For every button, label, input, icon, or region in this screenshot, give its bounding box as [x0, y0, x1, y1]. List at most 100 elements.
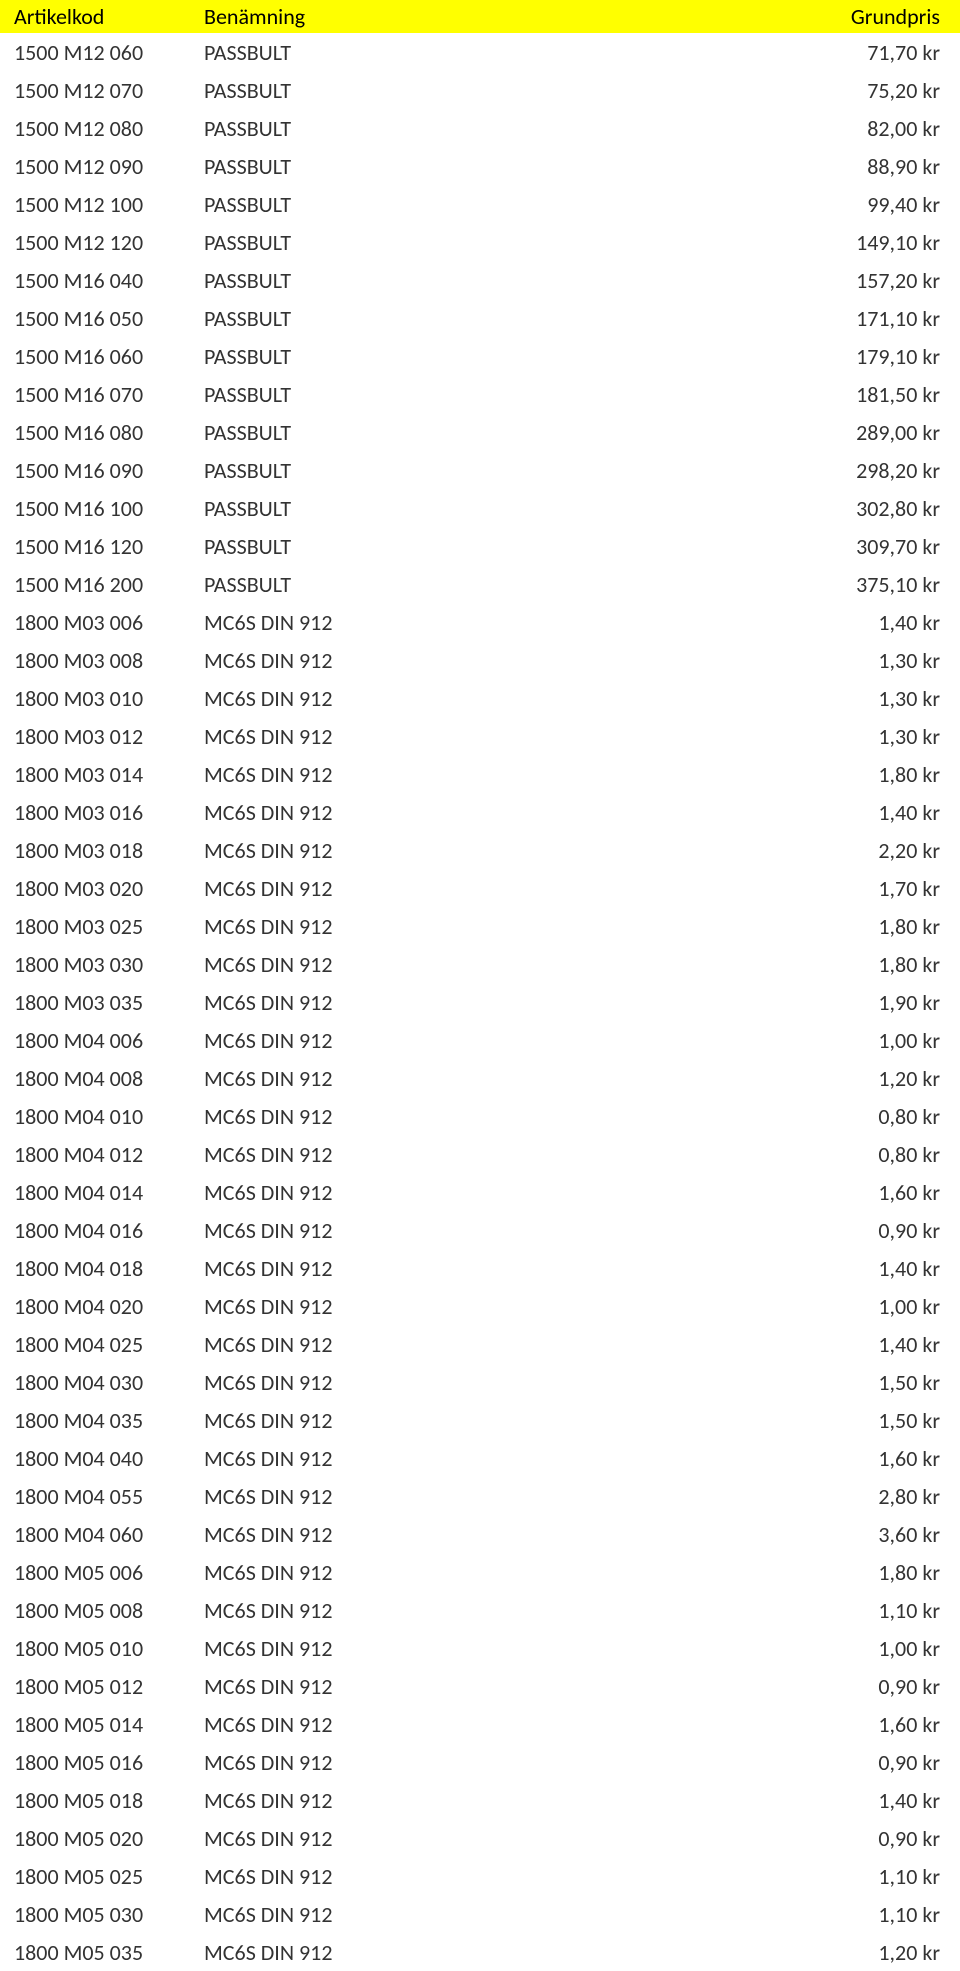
table-row: 1500 M12 080PASSBULT82,00 kr	[0, 109, 960, 147]
cell-price: 157,20 kr	[710, 261, 960, 299]
table-row: 1800 M03 010MC6S DIN 9121,30 kr	[0, 679, 960, 717]
table-row: 1500 M12 070PASSBULT75,20 kr	[0, 71, 960, 109]
table-row: 1800 M05 006MC6S DIN 9121,80 kr	[0, 1553, 960, 1591]
cell-price: 1,40 kr	[710, 603, 960, 641]
table-row: 1800 M03 016MC6S DIN 9121,40 kr	[0, 793, 960, 831]
cell-name: MC6S DIN 912	[190, 1249, 710, 1287]
table-header-row: Artikelkod Benämning Grundpris	[0, 0, 960, 33]
cell-name: PASSBULT	[190, 33, 710, 71]
cell-price: 1,80 kr	[710, 755, 960, 793]
table-row: 1800 M04 055MC6S DIN 9122,80 kr	[0, 1477, 960, 1515]
cell-code: 1500 M16 060	[0, 337, 190, 375]
cell-name: MC6S DIN 912	[190, 1325, 710, 1363]
cell-name: MC6S DIN 912	[190, 793, 710, 831]
cell-name: PASSBULT	[190, 527, 710, 565]
cell-name: MC6S DIN 912	[190, 1211, 710, 1249]
cell-name: PASSBULT	[190, 299, 710, 337]
cell-code: 1800 M05 030	[0, 1895, 190, 1933]
cell-price: 0,80 kr	[710, 1135, 960, 1173]
cell-name: MC6S DIN 912	[190, 641, 710, 679]
cell-price: 88,90 kr	[710, 147, 960, 185]
cell-price: 0,90 kr	[710, 1743, 960, 1781]
cell-code: 1500 M16 050	[0, 299, 190, 337]
col-header-name: Benämning	[190, 0, 710, 33]
cell-code: 1800 M04 055	[0, 1477, 190, 1515]
cell-name: MC6S DIN 912	[190, 1781, 710, 1819]
cell-name: MC6S DIN 912	[190, 717, 710, 755]
table-row: 1800 M04 006MC6S DIN 9121,00 kr	[0, 1021, 960, 1059]
cell-price: 149,10 kr	[710, 223, 960, 261]
cell-price: 1,20 kr	[710, 1933, 960, 1971]
cell-price: 1,50 kr	[710, 1363, 960, 1401]
table-row: 1500 M16 100PASSBULT302,80 kr	[0, 489, 960, 527]
cell-name: MC6S DIN 912	[190, 1477, 710, 1515]
cell-price: 181,50 kr	[710, 375, 960, 413]
cell-code: 1800 M04 008	[0, 1059, 190, 1097]
table-row: 1500 M12 060PASSBULT71,70 kr	[0, 33, 960, 71]
cell-code: 1800 M05 018	[0, 1781, 190, 1819]
cell-name: MC6S DIN 912	[190, 603, 710, 641]
cell-price: 289,00 kr	[710, 413, 960, 451]
cell-name: MC6S DIN 912	[190, 1059, 710, 1097]
cell-price: 375,10 kr	[710, 565, 960, 603]
table-row: 1500 M16 070PASSBULT181,50 kr	[0, 375, 960, 413]
cell-code: 1800 M03 025	[0, 907, 190, 945]
table-row: 1800 M05 014MC6S DIN 9121,60 kr	[0, 1705, 960, 1743]
cell-code: 1800 M04 040	[0, 1439, 190, 1477]
cell-code: 1800 M05 006	[0, 1553, 190, 1591]
cell-code: 1800 M03 018	[0, 831, 190, 869]
table-row: 1800 M05 016MC6S DIN 9120,90 kr	[0, 1743, 960, 1781]
cell-code: 1800 M04 006	[0, 1021, 190, 1059]
cell-price: 1,20 kr	[710, 1059, 960, 1097]
cell-name: MC6S DIN 912	[190, 1439, 710, 1477]
cell-price: 171,10 kr	[710, 299, 960, 337]
cell-price: 1,40 kr	[710, 1781, 960, 1819]
table-row: 1800 M04 016MC6S DIN 9120,90 kr	[0, 1211, 960, 1249]
cell-code: 1500 M12 060	[0, 33, 190, 71]
table-row: 1500 M12 120PASSBULT149,10 kr	[0, 223, 960, 261]
cell-name: PASSBULT	[190, 489, 710, 527]
cell-code: 1800 M04 030	[0, 1363, 190, 1401]
cell-code: 1800 M05 025	[0, 1857, 190, 1895]
cell-name: PASSBULT	[190, 71, 710, 109]
cell-name: MC6S DIN 912	[190, 1097, 710, 1135]
cell-code: 1800 M04 060	[0, 1515, 190, 1553]
table-row: 1800 M03 006MC6S DIN 9121,40 kr	[0, 603, 960, 641]
cell-code: 1800 M04 035	[0, 1401, 190, 1439]
cell-price: 1,60 kr	[710, 1173, 960, 1211]
cell-name: PASSBULT	[190, 451, 710, 489]
cell-price: 1,40 kr	[710, 1325, 960, 1363]
cell-price: 1,30 kr	[710, 641, 960, 679]
cell-price: 3,60 kr	[710, 1515, 960, 1553]
cell-price: 0,90 kr	[710, 1211, 960, 1249]
price-table: Artikelkod Benämning Grundpris 1500 M12 …	[0, 0, 960, 1971]
cell-name: MC6S DIN 912	[190, 1933, 710, 1971]
cell-name: MC6S DIN 912	[190, 983, 710, 1021]
table-row: 1800 M05 020MC6S DIN 9120,90 kr	[0, 1819, 960, 1857]
cell-code: 1500 M16 200	[0, 565, 190, 603]
cell-price: 1,40 kr	[710, 1249, 960, 1287]
cell-price: 1,00 kr	[710, 1287, 960, 1325]
col-header-price: Grundpris	[710, 0, 960, 33]
table-row: 1800 M03 030MC6S DIN 9121,80 kr	[0, 945, 960, 983]
cell-name: MC6S DIN 912	[190, 1173, 710, 1211]
cell-price: 1,40 kr	[710, 793, 960, 831]
cell-price: 179,10 kr	[710, 337, 960, 375]
table-row: 1500 M12 100PASSBULT99,40 kr	[0, 185, 960, 223]
cell-code: 1800 M03 006	[0, 603, 190, 641]
cell-code: 1800 M05 012	[0, 1667, 190, 1705]
cell-price: 1,10 kr	[710, 1591, 960, 1629]
table-row: 1800 M03 008MC6S DIN 9121,30 kr	[0, 641, 960, 679]
cell-name: MC6S DIN 912	[190, 1667, 710, 1705]
cell-code: 1500 M12 080	[0, 109, 190, 147]
cell-price: 1,50 kr	[710, 1401, 960, 1439]
cell-name: MC6S DIN 912	[190, 1363, 710, 1401]
cell-price: 302,80 kr	[710, 489, 960, 527]
table-row: 1800 M04 025MC6S DIN 9121,40 kr	[0, 1325, 960, 1363]
cell-name: PASSBULT	[190, 261, 710, 299]
table-row: 1800 M04 010MC6S DIN 9120,80 kr	[0, 1097, 960, 1135]
cell-price: 1,80 kr	[710, 945, 960, 983]
cell-name: PASSBULT	[190, 147, 710, 185]
cell-price: 0,90 kr	[710, 1667, 960, 1705]
cell-code: 1800 M03 012	[0, 717, 190, 755]
